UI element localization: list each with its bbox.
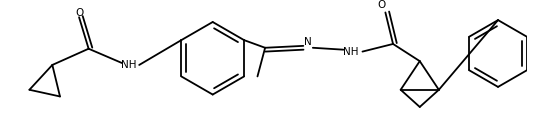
Text: N: N bbox=[304, 37, 312, 47]
Text: NH: NH bbox=[343, 47, 359, 57]
Text: NH: NH bbox=[121, 60, 136, 70]
Text: O: O bbox=[377, 0, 386, 10]
Text: O: O bbox=[75, 8, 83, 18]
